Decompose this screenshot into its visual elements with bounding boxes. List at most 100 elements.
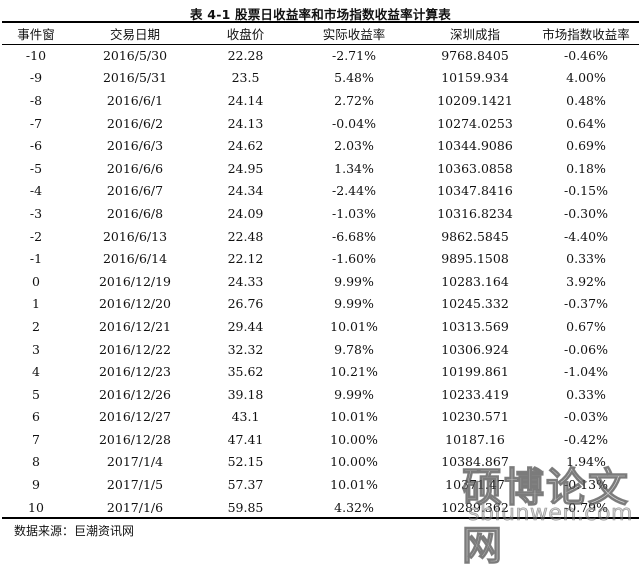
cell-actual-return: 4.32% — [334, 499, 374, 515]
cell-actual-return: 9.78% — [334, 341, 374, 357]
table-caption: 表 4-1 股票日收益率和市场指数收益率计算表 — [190, 7, 451, 22]
cell-event-window: 1 — [32, 296, 40, 312]
cell-actual-return: 2.03% — [334, 138, 374, 154]
header-trade-date: 交易日期 — [109, 27, 160, 42]
cell-market-return: -0.42% — [564, 431, 608, 447]
cell-szse-index: 10159.934 — [441, 70, 509, 86]
table-row: -10 2016/5/30 22.28 -2.71% 9768.8405 -0.46% — [2, 44, 639, 67]
cell-close-price: 39.18 — [227, 386, 264, 402]
cell-market-return: 0.64% — [566, 115, 606, 131]
source-note: 数据来源：巨潮资讯网 — [14, 524, 135, 538]
cell-event-window: -6 — [29, 138, 43, 154]
cell-trade-date: 2016/12/23 — [98, 364, 172, 380]
cell-trade-date: 2016/12/19 — [98, 273, 172, 289]
cell-actual-return: -1.03% — [332, 205, 376, 221]
cell-actual-return: 10.00% — [330, 454, 378, 470]
cell-szse-index: 10344.9086 — [437, 138, 513, 154]
cell-event-window: 3 — [32, 341, 40, 357]
cell-close-price: 24.95 — [227, 160, 264, 176]
table-row: 5 2016/12/26 39.18 9.99% 10233.419 0.33% — [2, 383, 639, 406]
table-row: 0 2016/12/19 24.33 9.99% 10283.164 3.92% — [2, 270, 639, 293]
cell-actual-return: -2.44% — [332, 183, 376, 199]
cell-szse-index: 10306.924 — [441, 341, 509, 357]
cell-actual-return: 9.99% — [334, 296, 374, 312]
cell-trade-date: 2016/6/6 — [106, 160, 164, 176]
table-row: 3 2016/12/22 32.32 9.78% 10306.924 -0.06% — [2, 338, 639, 361]
cell-actual-return: 9.99% — [334, 273, 374, 289]
cell-event-window: -3 — [29, 205, 43, 221]
cell-actual-return: -6.68% — [332, 228, 376, 244]
cell-close-price: 22.48 — [227, 228, 264, 244]
cell-szse-index: 10347.8416 — [437, 183, 513, 199]
cell-actual-return: -0.04% — [332, 115, 376, 131]
cell-event-window: 0 — [32, 273, 40, 289]
cell-trade-date: 2016/5/30 — [102, 47, 168, 63]
cell-event-window: 2 — [32, 318, 40, 334]
cell-szse-index: 9768.8405 — [441, 47, 509, 63]
cell-szse-index: 9862.5845 — [441, 228, 509, 244]
cell-event-window: -8 — [29, 92, 43, 108]
table-row: 6 2016/12/27 43.1 10.01% 10230.571 -0.03% — [2, 406, 639, 429]
cell-trade-date: 2016/6/7 — [106, 183, 164, 199]
cell-trade-date: 2016/5/31 — [102, 70, 168, 86]
cell-market-return: -0.03% — [564, 409, 608, 425]
cell-trade-date: 2017/1/4 — [106, 454, 164, 470]
cell-close-price: 24.13 — [227, 115, 264, 131]
header-event-window: 事件窗 — [17, 27, 55, 42]
table-row: -6 2016/6/3 24.62 2.03% 10344.9086 0.69% — [2, 134, 639, 157]
cell-market-return: 4.00% — [566, 70, 606, 86]
cell-market-return: 3.92% — [566, 273, 606, 289]
cell-trade-date: 2016/6/13 — [102, 228, 168, 244]
table-row: 9 2017/1/5 57.37 10.01% 10371.47 -0.13% — [2, 473, 639, 496]
cell-trade-date: 2016/6/1 — [106, 92, 164, 108]
cell-event-window: 8 — [32, 454, 40, 470]
cell-market-return: 0.48% — [566, 92, 606, 108]
cell-trade-date: 2016/12/28 — [98, 431, 172, 447]
table-row: -4 2016/6/7 24.34 -2.44% 10347.8416 -0.15% — [2, 180, 639, 203]
cell-market-return: 1.94% — [566, 454, 606, 470]
cell-event-window: 5 — [32, 386, 40, 402]
cell-event-window: -9 — [29, 70, 43, 86]
cell-close-price: 43.1 — [231, 409, 260, 425]
cell-market-return: -0.13% — [564, 477, 608, 493]
cell-trade-date: 2016/6/2 — [106, 115, 164, 131]
cell-trade-date: 2016/12/26 — [98, 386, 172, 402]
cell-close-price: 35.62 — [227, 364, 264, 380]
top-rule — [2, 21, 639, 23]
cell-close-price: 26.76 — [227, 296, 264, 312]
cell-event-window: -2 — [29, 228, 43, 244]
cell-trade-date: 2016/12/22 — [98, 341, 172, 357]
table-row: -3 2016/6/8 24.09 -1.03% 10316.8234 -0.30% — [2, 202, 639, 225]
cell-event-window: -5 — [29, 160, 43, 176]
table-row: 4 2016/12/23 35.62 10.21% 10199.861 -1.04% — [2, 360, 639, 383]
cell-szse-index: 10187.16 — [445, 431, 505, 447]
cell-close-price: 32.32 — [227, 341, 264, 357]
cell-szse-index: 10233.419 — [441, 386, 509, 402]
cell-close-price: 22.12 — [227, 251, 264, 267]
cell-actual-return: 2.72% — [334, 92, 374, 108]
cell-szse-index: 10313.569 — [441, 318, 509, 334]
cell-market-return: 0.69% — [566, 138, 606, 154]
cell-close-price: 57.37 — [227, 477, 264, 493]
cell-market-return: 0.18% — [566, 160, 606, 176]
table-row: -5 2016/6/6 24.95 1.34% 10363.0858 0.18% — [2, 157, 639, 180]
cell-actual-return: 10.01% — [330, 409, 378, 425]
table-row: -2 2016/6/13 22.48 -6.68% 9862.5845 -4.40% — [2, 225, 639, 248]
table-row: 1 2016/12/20 26.76 9.99% 10245.332 -0.37% — [2, 293, 639, 316]
cell-trade-date: 2016/6/3 — [106, 138, 164, 154]
cell-market-return: -4.40% — [564, 228, 608, 244]
cell-close-price: 23.5 — [231, 70, 260, 86]
cell-close-price: 29.44 — [227, 318, 264, 334]
cell-event-window: -4 — [29, 183, 43, 199]
cell-event-window: 6 — [32, 409, 40, 425]
cell-szse-index: 10274.0253 — [437, 115, 513, 131]
header-market-return: 市场指数收益率 — [542, 27, 630, 42]
table-header-row: 事件窗 交易日期 收盘价 实际收益率 深圳成指 市场指数收益率 — [2, 23, 639, 44]
bottom-rule — [2, 517, 639, 519]
header-close-price: 收盘价 — [226, 27, 265, 42]
cell-trade-date: 2016/12/27 — [98, 409, 172, 425]
cell-close-price: 24.09 — [227, 205, 264, 221]
cell-market-return: 0.33% — [566, 386, 606, 402]
cell-market-return: -0.46% — [564, 47, 608, 63]
header-szse-index: 深圳成指 — [449, 27, 500, 42]
